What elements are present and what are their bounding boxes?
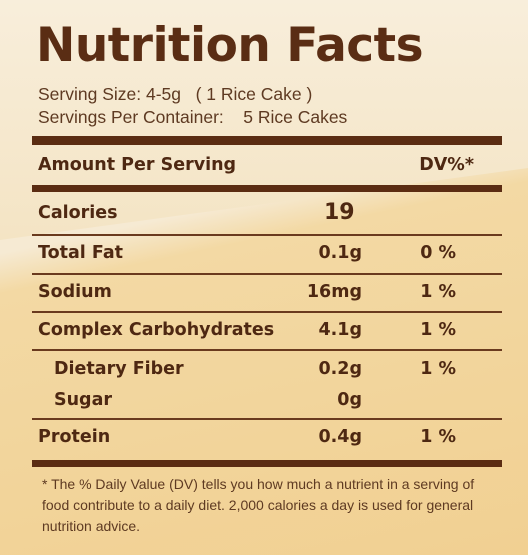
nutrient-amount: 0g [337,390,362,410]
nutrient-amount: 0.1g [318,243,362,263]
nutrient-label: Sodium [38,282,112,302]
nutrient-amount: 0.2g [318,359,362,379]
row-divider [32,418,502,420]
nutrient-row-dietary-fiber: Dietary Fiber 0.2g 1 % [54,359,500,379]
nutrient-label: Dietary Fiber [54,359,184,379]
nutrient-dv: 1 % [420,320,456,340]
nutrient-dv: 1 % [420,282,456,302]
top-divider [32,136,502,145]
nutrient-label: Complex Carbohydrates [38,320,275,340]
row-divider [32,234,502,236]
nutrient-row-carbohydrates: Complex Carbohydrates 4.1g 1 % [38,320,500,340]
nutrient-amount: 0.4g [318,427,362,447]
nutrient-row-total-fat: Total Fat 0.1g 0 % [38,243,500,263]
footnote: * The % Daily Value (DV) tells you how m… [42,476,475,534]
calories-value: 19 [324,200,355,225]
nutrient-label: Sugar [54,390,113,410]
amount-header: Amount Per Serving DV%* [38,155,500,175]
bottom-divider [32,460,502,467]
row-divider [32,273,502,275]
servings-per-container: Servings Per Container: 5 Rice Cakes [38,107,348,127]
nutrient-amount: 4.1g [318,320,362,340]
header-divider [32,185,502,192]
nutrient-dv: 1 % [420,359,456,379]
nutrient-dv: 1 % [420,427,456,447]
nutrient-label: Protein [38,427,111,447]
nutrient-row-sodium: Sodium 16mg 1 % [38,282,500,302]
row-divider [32,311,502,313]
amount-per-serving-label: Amount Per Serving [38,155,237,175]
nutrient-row-sugar: Sugar 0g [54,390,500,410]
nutrient-label: Total Fat [38,243,124,263]
dv-header: DV%* [419,155,474,175]
calories-label: Calories [38,203,118,223]
nutrition-title: Nutrition Facts [36,18,424,73]
nutrition-label: Nutrition Facts Serving Size: 4-5g ( 1 R… [32,0,502,555]
nutrient-dv: 0 % [420,243,456,263]
serving-size: Serving Size: 4-5g ( 1 Rice Cake ) [38,84,313,104]
row-divider [32,349,502,351]
nutrient-row-protein: Protein 0.4g 1 % [38,427,500,447]
nutrient-amount: 16mg [306,282,362,302]
calories-row: Calories 19 [38,200,500,225]
